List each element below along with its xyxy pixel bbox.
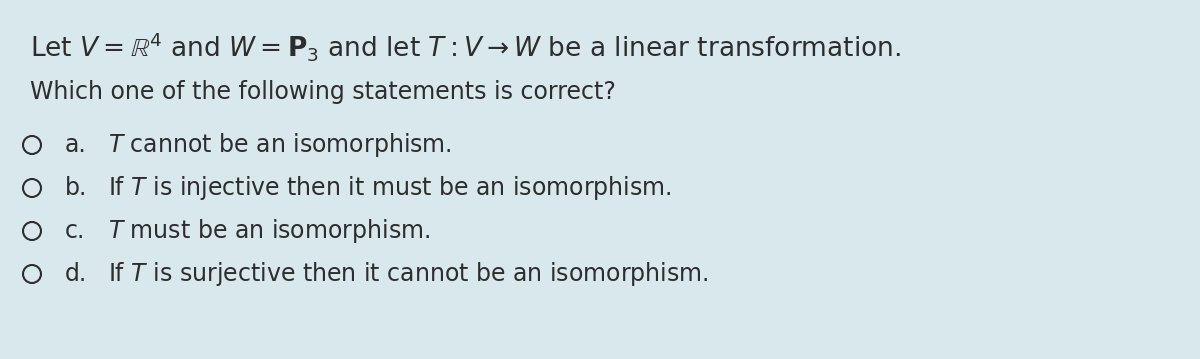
Text: $T$ cannot be an isomorphism.: $T$ cannot be an isomorphism. [108,131,452,159]
Text: d.: d. [65,262,88,286]
Text: b.: b. [65,176,88,200]
Text: Which one of the following statements is correct?: Which one of the following statements is… [30,80,616,104]
Text: If $T$ is surjective then it cannot be an isomorphism.: If $T$ is surjective then it cannot be a… [108,260,708,288]
Text: $T$ must be an isomorphism.: $T$ must be an isomorphism. [108,217,431,245]
Text: If $T$ is injective then it must be an isomorphism.: If $T$ is injective then it must be an i… [108,174,672,202]
Text: c.: c. [65,219,85,243]
Text: a.: a. [65,133,86,157]
Text: Let $V = \mathbb{R}^4$ and $W = \mathbf{P}_3$ and let $T : V \rightarrow W$ be a: Let $V = \mathbb{R}^4$ and $W = \mathbf{… [30,30,901,63]
